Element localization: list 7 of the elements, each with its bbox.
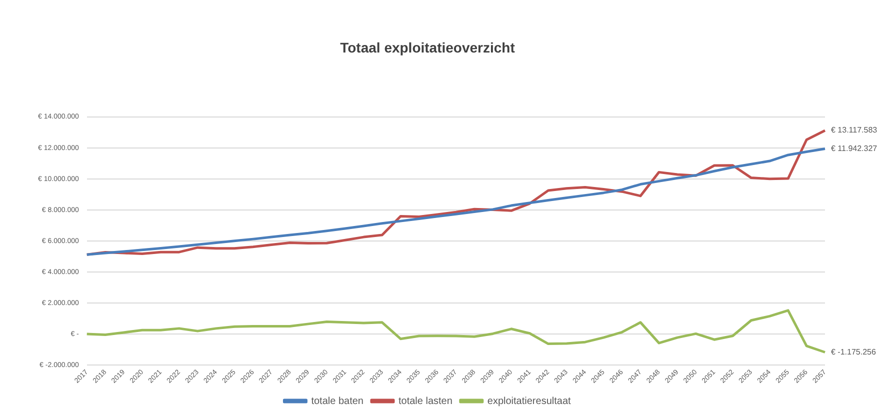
data-label: € 11.942.327 <box>831 144 878 153</box>
data-label: € -1.175.256 <box>831 347 876 356</box>
chart-title: Totaal exploitatieoverzicht <box>340 39 516 56</box>
legend-label: exploitatieresultaat <box>487 396 572 407</box>
legend-label: totale lasten <box>398 396 452 407</box>
data-label: € 13.117.583 <box>831 126 878 135</box>
legend-label: totale baten <box>311 396 364 407</box>
